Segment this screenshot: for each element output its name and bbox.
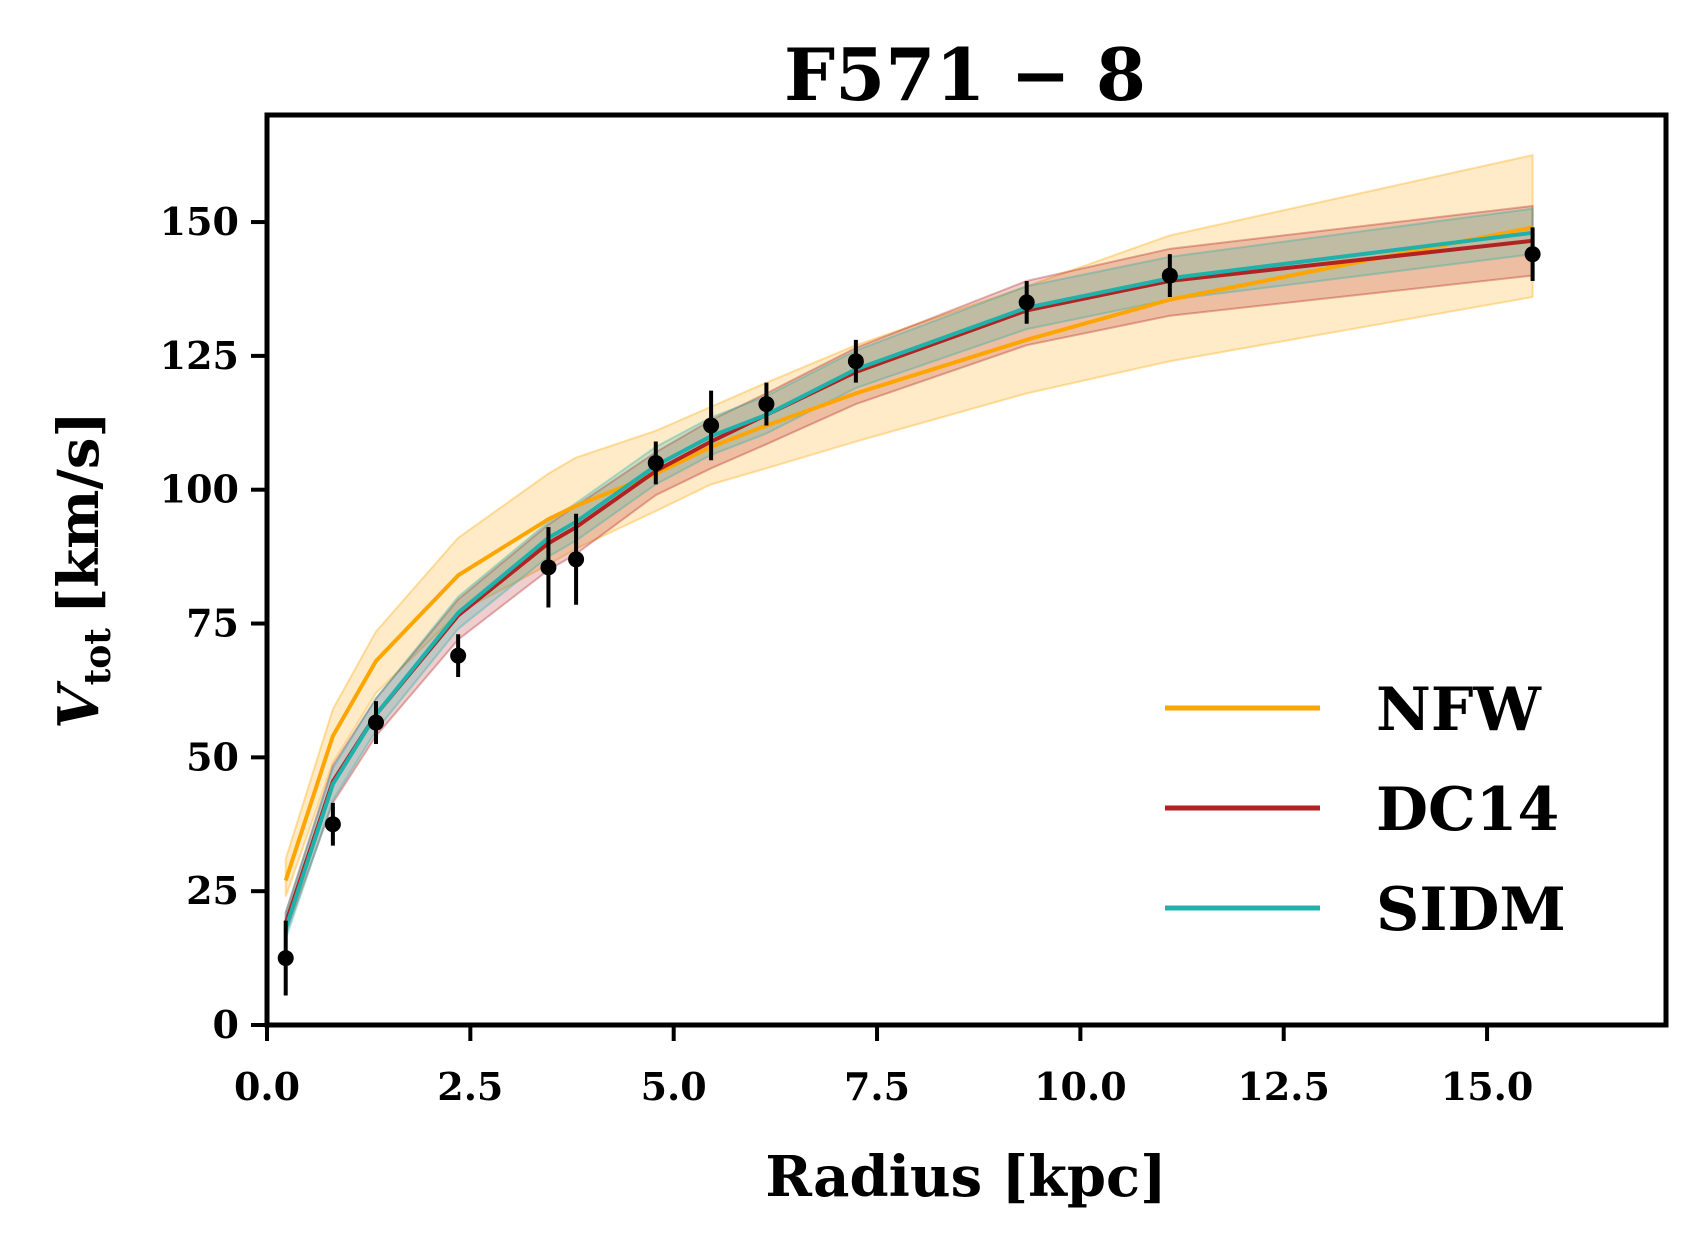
data-point bbox=[847, 353, 864, 370]
y-axis-label-main: V bbox=[46, 680, 112, 729]
x-tick-label: 0.0 bbox=[234, 1064, 300, 1109]
data-point bbox=[647, 454, 664, 471]
data-point bbox=[450, 647, 467, 664]
confidence-bands bbox=[284, 153, 1534, 940]
band-nfw bbox=[284, 153, 1534, 897]
data-point bbox=[568, 551, 585, 568]
x-tick-label: 5.0 bbox=[641, 1064, 707, 1109]
y-axis-ticks: 0 25 50 75 100 125 150 bbox=[160, 199, 267, 1047]
legend-label-dc14: DC14 bbox=[1376, 775, 1559, 845]
data-point bbox=[367, 714, 384, 731]
x-tick-label: 2.5 bbox=[437, 1064, 503, 1109]
data-point bbox=[703, 417, 720, 434]
x-axis-label: Radius [kpc] bbox=[765, 1144, 1166, 1210]
x-tick-label: 7.5 bbox=[844, 1064, 910, 1109]
y-tick-label: 25 bbox=[186, 868, 239, 913]
y-tick-label: 125 bbox=[160, 333, 239, 378]
x-tick-label: 15.0 bbox=[1441, 1064, 1534, 1109]
chart-title: F571 − 8 bbox=[784, 32, 1146, 117]
y-tick-label: 150 bbox=[160, 199, 239, 244]
y-tick-label: 100 bbox=[160, 467, 239, 512]
y-axis-label-unit: [km/s] bbox=[46, 411, 112, 614]
legend-label-sidm: SIDM bbox=[1376, 875, 1566, 945]
data-point bbox=[1524, 246, 1541, 263]
legend: NFW DC14 SIDM bbox=[1165, 675, 1566, 945]
y-tick-label: 75 bbox=[186, 601, 239, 646]
y-tick-label: 0 bbox=[213, 1002, 239, 1047]
plot-frame bbox=[264, 112, 1669, 1028]
data-point bbox=[277, 950, 294, 967]
data-point bbox=[1161, 267, 1178, 284]
x-tick-label: 12.5 bbox=[1237, 1064, 1330, 1109]
y-tick-label: 50 bbox=[186, 734, 239, 779]
data-point bbox=[1018, 294, 1035, 311]
y-axis-label: Vtot [km/s] bbox=[46, 411, 119, 729]
data-point bbox=[758, 396, 775, 413]
data-point bbox=[540, 559, 557, 576]
observed-data-points bbox=[277, 227, 1541, 996]
legend-label-nfw: NFW bbox=[1376, 675, 1542, 745]
y-axis-label-subscript: tot bbox=[77, 628, 119, 686]
data-point bbox=[324, 816, 341, 833]
x-axis-ticks: 0.0 2.5 5.0 7.5 10.0 12.5 15.0 bbox=[234, 1025, 1533, 1109]
x-tick-label: 10.0 bbox=[1034, 1064, 1127, 1109]
